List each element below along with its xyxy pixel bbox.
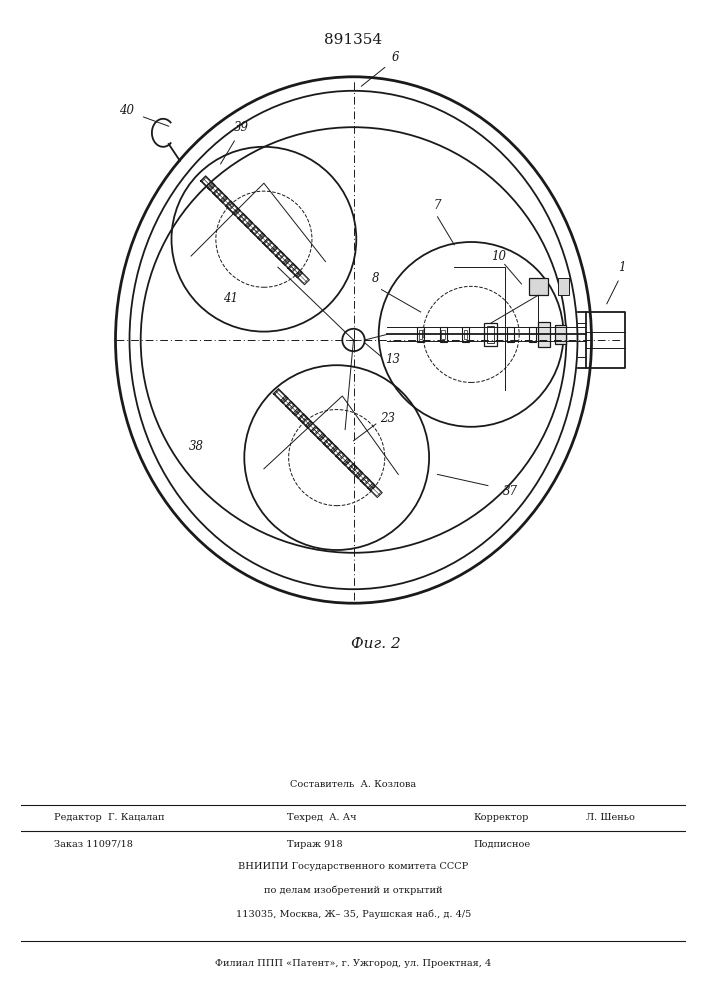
- FancyBboxPatch shape: [538, 322, 549, 347]
- FancyBboxPatch shape: [558, 278, 569, 295]
- Text: Подписное: Подписное: [473, 840, 530, 849]
- Text: 37: 37: [503, 485, 518, 498]
- Text: Тираж 918: Тираж 918: [287, 840, 343, 849]
- FancyBboxPatch shape: [529, 278, 548, 295]
- Text: 1: 1: [619, 261, 626, 274]
- Text: 8: 8: [372, 272, 380, 285]
- Text: Л. Шеньо: Л. Шеньо: [586, 813, 635, 822]
- Text: 39: 39: [234, 121, 249, 134]
- Text: Корректор: Корректор: [473, 813, 529, 822]
- FancyBboxPatch shape: [555, 325, 566, 344]
- Text: Филиал ППП «Патент», г. Ужгород, ул. Проектная, 4: Филиал ППП «Патент», г. Ужгород, ул. Про…: [216, 958, 491, 968]
- Text: Редактор  Г. Кацалап: Редактор Г. Кацалап: [54, 813, 165, 822]
- Text: Фиг. 2: Фиг. 2: [351, 637, 401, 651]
- Text: 13: 13: [385, 353, 400, 366]
- Text: Техред  А. Ач: Техред А. Ач: [287, 813, 356, 822]
- Text: Составитель  А. Козлова: Составитель А. Козлова: [291, 780, 416, 789]
- Text: по делам изобретений и открытий: по делам изобретений и открытий: [264, 886, 443, 895]
- Text: 891354: 891354: [325, 33, 382, 47]
- Text: 113035, Москва, Ж– 35, Раушская наб., д. 4/5: 113035, Москва, Ж– 35, Раушская наб., д.…: [236, 910, 471, 919]
- Text: 23: 23: [380, 412, 395, 425]
- Text: Заказ 11097/18: Заказ 11097/18: [54, 840, 134, 849]
- Text: 40: 40: [119, 104, 134, 117]
- Text: 6: 6: [392, 51, 399, 64]
- Text: 7: 7: [434, 199, 441, 212]
- Text: 38: 38: [189, 440, 204, 453]
- Text: 10: 10: [491, 249, 507, 262]
- Text: ВНИИПИ Государственного комитета СССР: ВНИИПИ Государственного комитета СССР: [238, 862, 469, 871]
- Text: 41: 41: [223, 292, 238, 304]
